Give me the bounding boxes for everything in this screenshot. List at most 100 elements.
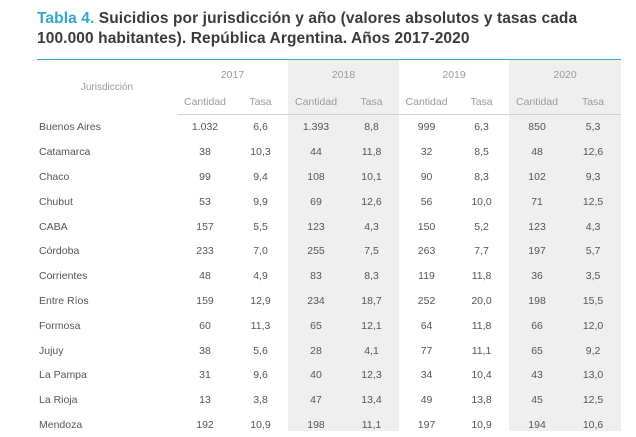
cantidad-cell: 71 [531, 195, 543, 208]
cantidad-cell: 197 [528, 245, 546, 258]
tasa-cell: 7,0 [253, 245, 268, 258]
table-row: Formosa 60 11,3 65 12,1 64 11,8 66 12,0 [37, 313, 621, 338]
jurisdiction-name: La Pampa [39, 369, 87, 382]
tasa-cell: 8,8 [364, 121, 379, 134]
tasa-cell: 9,9 [253, 195, 268, 208]
cantidad-cell: 34 [420, 369, 433, 382]
header-tasa: Tasa [344, 90, 400, 115]
tasa-cell: 10,4 [471, 369, 492, 382]
cantidad-cell: 102 [528, 170, 546, 183]
header-year: 2017 [220, 69, 245, 81]
title-rule [37, 59, 621, 60]
cantidad-cell: 233 [196, 245, 214, 258]
tasa-cell: 11,1 [471, 344, 492, 357]
suicides-table: Jurisdicción 2017 2018 2019 2020 Cantida… [37, 60, 622, 437]
tasa-cell: 6,3 [474, 121, 489, 134]
table-row: La Rioja 13 3,8 47 13,4 49 13,8 45 12,5 [37, 388, 621, 413]
jurisdiction-name: Entre Ríos [39, 294, 89, 307]
cantidad-cell: 119 [418, 270, 435, 283]
cantidad-cell: 28 [310, 344, 322, 357]
cantidad-cell: 850 [528, 121, 546, 134]
cantidad-cell: 65 [531, 344, 543, 357]
tasa-cell: 3,8 [253, 394, 268, 407]
cantidad-cell: 108 [307, 170, 325, 183]
tasa-cell: 10,3 [250, 146, 271, 159]
cantidad-cell: 192 [196, 418, 214, 431]
tasa-cell: 4,9 [253, 270, 268, 283]
table-row: Chubut 53 9,9 69 12,6 56 10,0 71 12,5 [37, 189, 621, 214]
tasa-cell: 5,7 [585, 245, 601, 258]
tasa-cell: 12,1 [361, 319, 382, 332]
table-row: Entre Ríos 159 12,9 234 18,7 252 20,0 198 15,5 [37, 289, 621, 314]
cantidad-cell: 38 [199, 344, 211, 357]
tasa-cell: 13,8 [471, 394, 492, 407]
header-year: 2020 [553, 69, 577, 81]
tasa-cell: 6,6 [253, 121, 268, 134]
jurisdiction-name: Buenos Aires [39, 121, 101, 134]
cantidad-cell: 47 [310, 394, 322, 407]
cantidad-cell: 263 [417, 245, 436, 258]
cantidad-cell: 48 [199, 270, 211, 283]
cantidad-cell: 123 [307, 220, 325, 233]
header-year: 2019 [442, 69, 466, 81]
cantidad-cell: 252 [417, 294, 436, 307]
table-row: CABA 157 5,5 123 4,3 150 5,2 123 4,3 [37, 214, 621, 239]
tasa-cell: 12,5 [582, 394, 604, 407]
tasa-cell: 8,3 [474, 170, 489, 183]
shade-2020 [509, 60, 621, 431]
tasa-cell: 13,0 [582, 369, 604, 382]
cantidad-cell: 99 [199, 170, 211, 183]
jurisdiction-name: Catamarca [39, 146, 91, 159]
cantidad-cell: 53 [199, 195, 211, 208]
jurisdiction-name: Mendoza [39, 418, 83, 431]
cantidad-cell: 60 [199, 319, 211, 332]
cantidad-cell: 40 [310, 369, 322, 382]
header-tasa: Tasa [233, 90, 289, 115]
cantidad-cell: 36 [531, 270, 543, 283]
tasa-cell: 11,8 [361, 146, 382, 159]
cantidad-cell: 123 [528, 220, 546, 233]
cantidad-cell: 69 [310, 195, 322, 208]
tasa-cell: 9,2 [585, 344, 601, 357]
cantidad-cell: 1.393 [302, 121, 330, 134]
jurisdiction-name: Jujuy [39, 344, 64, 357]
tasa-cell: 11,3 [250, 319, 271, 332]
tasa-cell: 12,0 [582, 319, 604, 332]
cantidad-cell: 90 [420, 170, 433, 183]
cantidad-cell: 48 [531, 146, 543, 159]
jurisdiction-name: Corrientes [39, 270, 88, 283]
cantidad-cell: 38 [199, 146, 211, 159]
tasa-cell: 5,6 [253, 344, 268, 357]
tasa-cell: 12,6 [582, 146, 604, 159]
cantidad-cell: 45 [531, 394, 543, 407]
cantidad-cell: 198 [307, 418, 325, 431]
table-row: Córdoba 233 7,0 255 7,5 263 7,7 197 5,7 [37, 239, 621, 264]
cantidad-cell: 197 [417, 418, 436, 431]
table-title: Tabla 4. Suicidios por jurisdicción y añ… [37, 9, 617, 49]
header-tasa: Tasa [454, 90, 510, 115]
tasa-cell: 20,0 [471, 294, 492, 307]
table-row: Buenos Aires 1.032 6,6 1.393 8,8 999 6,3 850 5,3 [37, 115, 621, 140]
cantidad-cell: 150 [417, 220, 436, 233]
cantidad-cell: 49 [420, 394, 433, 407]
tasa-cell: 12,9 [250, 294, 271, 307]
cantidad-cell: 56 [420, 195, 433, 208]
tasa-cell: 11,8 [471, 319, 492, 332]
jurisdiction-name: Chubut [39, 195, 73, 208]
cantidad-cell: 999 [417, 121, 436, 134]
header-cantidad: Cantidad [509, 90, 566, 115]
cantidad-cell: 198 [528, 294, 546, 307]
jurisdiction-name: Córdoba [39, 245, 80, 258]
jurisdiction-name: CABA [39, 220, 68, 233]
tasa-cell: 8,5 [474, 146, 489, 159]
tasa-cell: 10,0 [471, 195, 492, 208]
tasa-cell: 7,7 [474, 245, 489, 258]
cantidad-cell: 64 [420, 319, 433, 332]
cantidad-cell: 43 [531, 369, 543, 382]
cantidad-cell: 31 [199, 369, 211, 382]
table-row: Mendoza 192 10,9 198 11,1 197 10,9 194 10,6 [37, 413, 621, 437]
cantidad-cell: 1.032 [191, 121, 219, 134]
tasa-cell: 11,8 [471, 270, 492, 283]
tasa-cell: 10,1 [361, 170, 382, 183]
header-cantidad: Cantidad [399, 90, 455, 115]
